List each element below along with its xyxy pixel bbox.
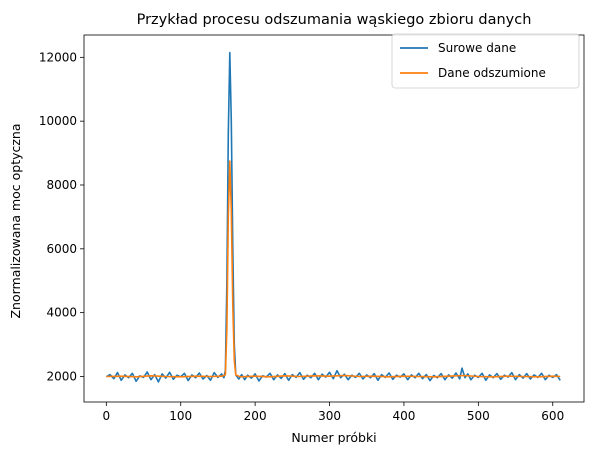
x-tick-label: 0 [103,409,111,423]
plot-frame [83,34,585,403]
legend-label-surowe-dane: Surowe dane [438,41,516,55]
x-tick-label: 100 [169,409,192,423]
y-tick-label: 2000 [46,369,77,383]
y-tick-label: 4000 [46,306,77,320]
x-tick-label: 300 [318,409,341,423]
y-tick-label: 12000 [39,50,77,64]
series-layer [105,51,561,383]
legend: Surowe dane Dane odszumione [391,33,580,89]
y-tick-label: 10000 [39,114,77,128]
legend-box [391,33,580,89]
x-tick-label: 600 [541,409,564,423]
x-tick-label: 200 [244,409,267,423]
y-axis: 2000 4000 6000 8000 10000 12000 [39,50,84,383]
x-axis: 0 100 200 300 400 500 600 [103,402,564,423]
y-tick-label: 6000 [46,242,77,256]
series-line-dane-odszumione [106,160,561,378]
x-axis-label: Numer próbki [291,430,376,445]
y-tick-label: 8000 [46,178,77,192]
legend-label-dane-odszumione: Dane odszumione [438,66,546,80]
x-tick-label: 400 [392,409,415,423]
x-tick-label: 500 [467,409,490,423]
y-axis-label: Znormalizowana moc optyczna [8,123,23,318]
chart-title: Przykład procesu odszumania wąskiego zbi… [137,12,532,28]
